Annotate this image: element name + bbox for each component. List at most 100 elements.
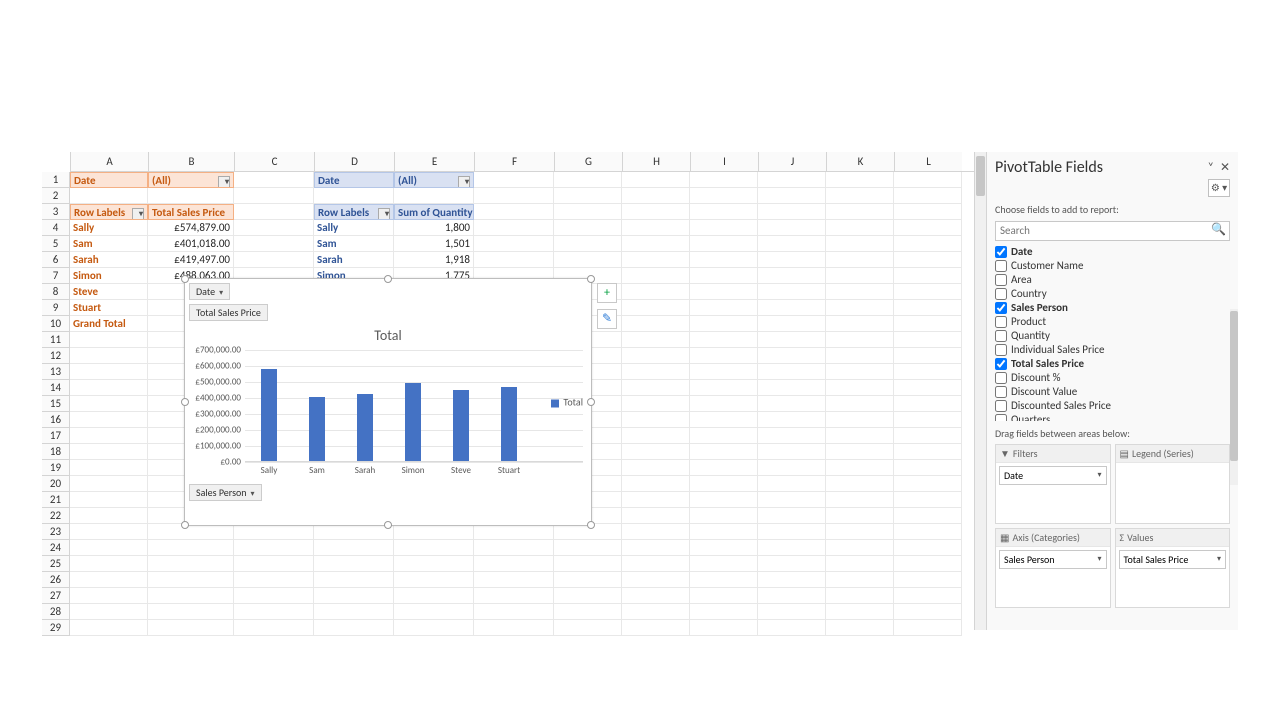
cell[interactable]	[622, 252, 690, 268]
row-header[interactable]: 5	[42, 236, 70, 252]
cell[interactable]	[894, 268, 962, 284]
cell[interactable]	[554, 252, 622, 268]
field-list-scrollbar[interactable]	[1230, 309, 1238, 485]
cell[interactable]	[894, 540, 962, 556]
cell[interactable]	[894, 396, 962, 412]
cell[interactable]: Simon	[70, 268, 148, 284]
cell[interactable]	[690, 604, 758, 620]
cell[interactable]	[622, 444, 690, 460]
cell[interactable]	[622, 588, 690, 604]
cell[interactable]	[894, 524, 962, 540]
cell[interactable]	[690, 220, 758, 236]
cell[interactable]	[758, 268, 826, 284]
cell[interactable]	[826, 508, 894, 524]
cell[interactable]	[894, 604, 962, 620]
cell[interactable]	[826, 492, 894, 508]
resize-handle[interactable]	[587, 398, 595, 406]
cell[interactable]	[826, 284, 894, 300]
cell[interactable]	[758, 412, 826, 428]
resize-handle[interactable]	[587, 521, 595, 529]
chart-bar[interactable]	[309, 397, 325, 461]
pane-close-icon[interactable]: ✕	[1220, 160, 1230, 175]
cell[interactable]	[758, 364, 826, 380]
cell[interactable]	[394, 588, 474, 604]
field-item[interactable]: Area	[995, 273, 1236, 287]
pane-tools-button[interactable]: ⚙ ▾	[1208, 179, 1230, 197]
field-item[interactable]: Sales Person	[995, 301, 1236, 315]
cell[interactable]	[70, 332, 148, 348]
cell[interactable]	[758, 540, 826, 556]
column-header[interactable]: K	[826, 152, 894, 171]
cell[interactable]	[234, 540, 314, 556]
cell[interactable]	[622, 204, 690, 220]
cell[interactable]	[826, 364, 894, 380]
cell[interactable]	[314, 620, 394, 636]
cell[interactable]	[148, 540, 234, 556]
cell[interactable]	[314, 604, 394, 620]
cell[interactable]	[690, 348, 758, 364]
cell[interactable]	[70, 348, 148, 364]
cell[interactable]	[554, 236, 622, 252]
cell[interactable]	[690, 572, 758, 588]
cell[interactable]: Row Labels	[314, 204, 394, 220]
column-header[interactable]: H	[622, 152, 690, 171]
resize-handle[interactable]	[181, 398, 189, 406]
cell[interactable]: Sarah	[314, 252, 394, 268]
field-checkbox[interactable]	[995, 358, 1007, 370]
column-header[interactable]: F	[474, 152, 554, 171]
cell[interactable]	[474, 204, 554, 220]
cell[interactable]	[70, 364, 148, 380]
cell[interactable]	[758, 396, 826, 412]
field-item[interactable]: Discount %	[995, 371, 1236, 385]
cell[interactable]	[826, 188, 894, 204]
cell[interactable]	[894, 412, 962, 428]
cell[interactable]	[690, 268, 758, 284]
cell[interactable]	[234, 220, 314, 236]
cell[interactable]	[234, 620, 314, 636]
cell[interactable]	[622, 540, 690, 556]
cell[interactable]	[314, 556, 394, 572]
cell[interactable]	[622, 268, 690, 284]
cell[interactable]	[554, 620, 622, 636]
cell[interactable]	[622, 332, 690, 348]
cell[interactable]	[622, 236, 690, 252]
cell[interactable]	[690, 588, 758, 604]
cell[interactable]	[894, 332, 962, 348]
cell[interactable]	[894, 508, 962, 524]
cell[interactable]	[758, 572, 826, 588]
cell[interactable]	[826, 588, 894, 604]
row-header[interactable]: 12	[42, 348, 70, 364]
cell[interactable]	[894, 172, 962, 188]
column-header[interactable]: B	[148, 152, 234, 171]
values-drop-zone[interactable]: ΣValues Total Sales Price▾	[1115, 528, 1231, 608]
row-header[interactable]: 27	[42, 588, 70, 604]
cell[interactable]	[758, 620, 826, 636]
cell[interactable]	[690, 492, 758, 508]
cell[interactable]	[758, 300, 826, 316]
column-header[interactable]: E	[394, 152, 474, 171]
column-header[interactable]: J	[758, 152, 826, 171]
field-item[interactable]: Customer Name	[995, 259, 1236, 273]
cell[interactable]: Sam	[314, 236, 394, 252]
cell[interactable]	[758, 380, 826, 396]
cell[interactable]	[70, 556, 148, 572]
cell[interactable]	[148, 524, 234, 540]
cell[interactable]: (All)	[394, 172, 474, 188]
cell[interactable]	[758, 508, 826, 524]
cell[interactable]	[234, 188, 314, 204]
cell[interactable]	[826, 204, 894, 220]
cell[interactable]	[690, 620, 758, 636]
cell[interactable]: 1,800	[394, 220, 474, 236]
cell[interactable]	[690, 380, 758, 396]
cell[interactable]	[826, 300, 894, 316]
cell[interactable]	[234, 604, 314, 620]
cell[interactable]	[826, 348, 894, 364]
row-header[interactable]: 11	[42, 332, 70, 348]
row-header[interactable]: 25	[42, 556, 70, 572]
cell[interactable]	[758, 492, 826, 508]
cell[interactable]	[758, 460, 826, 476]
cell[interactable]: 1,918	[394, 252, 474, 268]
cell[interactable]	[690, 204, 758, 220]
cell[interactable]: Steve	[70, 284, 148, 300]
cell[interactable]	[148, 588, 234, 604]
